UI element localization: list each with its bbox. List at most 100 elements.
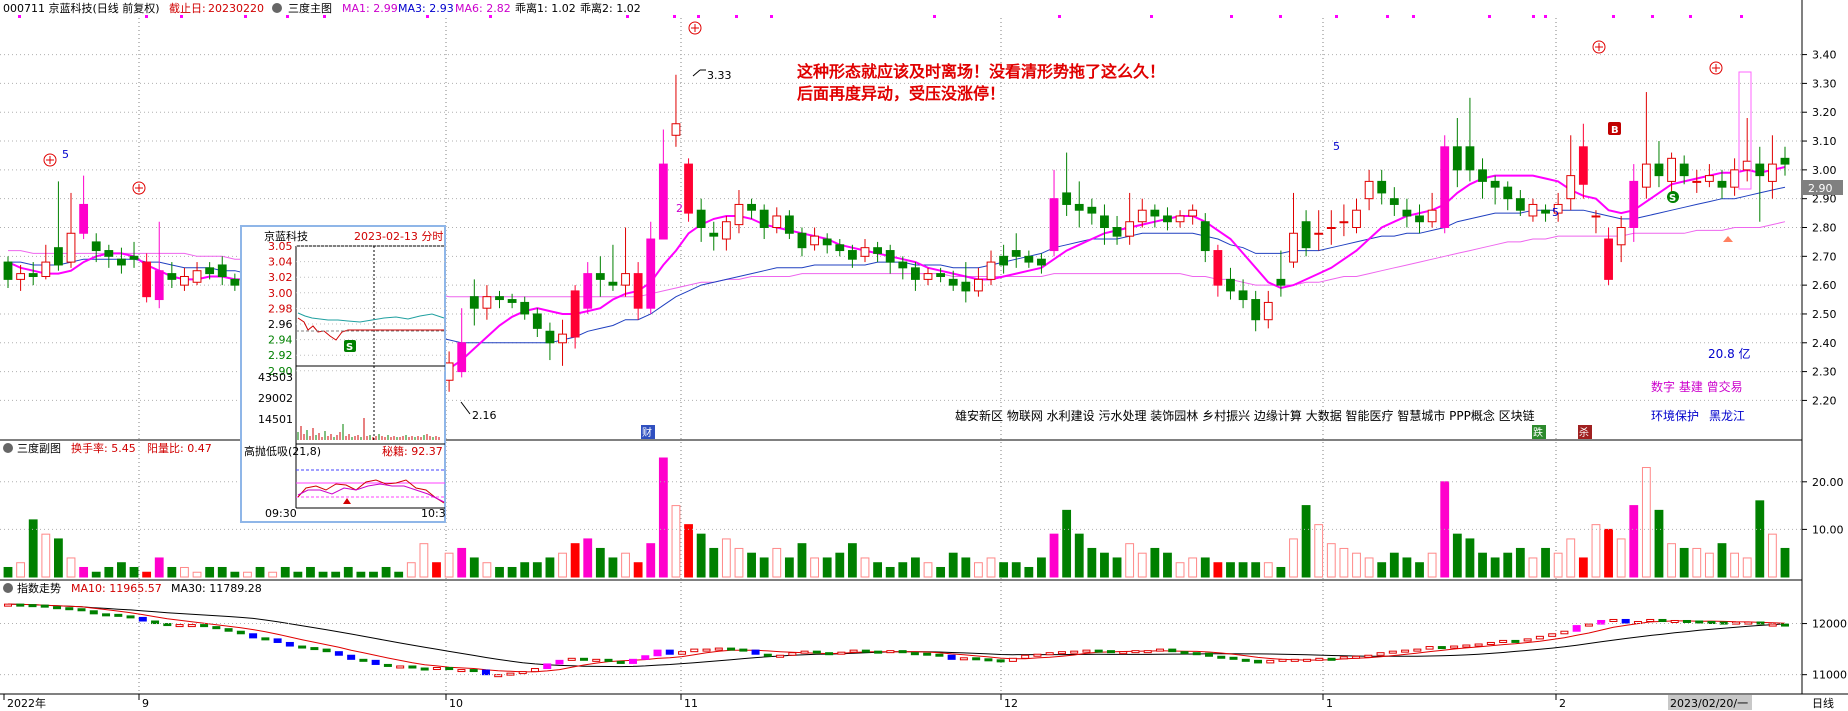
turnover-bar [1339, 547, 1349, 578]
index-candle [1021, 654, 1030, 659]
signal-dot [489, 15, 492, 18]
index-candle [1597, 619, 1606, 625]
s-signal-icon: S [344, 340, 356, 353]
turnover-bar [1049, 533, 1059, 578]
index-candle [16, 603, 25, 607]
candle [495, 290, 504, 309]
turnover-tick-label: 20.00 [1812, 476, 1844, 489]
drop-badge-text: 跌 [1533, 426, 1543, 439]
month-grid-lines [138, 18, 1557, 694]
candle [180, 267, 189, 291]
chart-menu-icon[interactable] [272, 3, 282, 13]
price-axis: 2.20 2.30 2.40 2.50 2.60 2.70 2.80 2.90 3.00 3.10… [1802, 49, 1837, 407]
candle [129, 241, 139, 268]
subchart-title[interactable]: 三度副图 [17, 441, 61, 455]
candle [1175, 210, 1185, 228]
turnover-bar [1100, 552, 1109, 578]
index-candle [1057, 651, 1066, 655]
index-candle [751, 649, 760, 655]
index-candle [1217, 655, 1226, 659]
index-candle [1070, 650, 1079, 654]
index-candle [138, 616, 147, 622]
turnover-bar [356, 571, 366, 578]
candle [734, 190, 744, 234]
index-candle [1658, 618, 1667, 623]
turnover-bar [1213, 562, 1223, 578]
drop-badge[interactable] [1532, 425, 1546, 439]
turnover-bar [1667, 543, 1676, 578]
popup-volume-label: 14501 [258, 413, 293, 426]
index-tick-label: 12000 [1812, 618, 1847, 631]
turnover-bar [520, 562, 530, 578]
candle [671, 74, 681, 147]
index-candle [224, 628, 233, 632]
period-label[interactable]: 日线 [1812, 696, 1834, 710]
candle [1163, 207, 1172, 231]
index-candle [420, 667, 429, 671]
candle [1263, 290, 1273, 329]
index-candle [714, 647, 723, 651]
index-candle [825, 652, 834, 656]
date-tick-label: 10 [449, 697, 463, 710]
turnover-bar [16, 562, 26, 578]
candle [974, 267, 983, 297]
turnover-bar [784, 557, 794, 578]
warning-badge[interactable] [1578, 425, 1592, 439]
index-candle [77, 608, 86, 612]
turnover-bar [772, 547, 782, 578]
turnover-bar [948, 552, 958, 578]
candle [772, 207, 782, 234]
turnover-bar [41, 533, 51, 578]
turnover-bar [646, 543, 656, 578]
candle [1087, 198, 1097, 225]
candle [3, 256, 13, 289]
index-candle [1290, 658, 1299, 662]
popup-volume-bars [297, 418, 440, 440]
index-candle [1462, 644, 1471, 648]
index-candle [690, 648, 699, 653]
turnover-bar [255, 566, 265, 578]
index-candle [1364, 654, 1373, 658]
candle [1704, 164, 1714, 188]
index-candle [629, 658, 638, 664]
index-candle [1437, 646, 1446, 650]
signal-dot [933, 15, 936, 18]
candle [1427, 192, 1437, 228]
signal-dot [1544, 15, 1547, 18]
turnover-bar [835, 552, 845, 578]
candle [1326, 210, 1336, 245]
candle [923, 267, 933, 286]
candle [54, 181, 63, 271]
turnover-bar [306, 566, 315, 578]
signal-dot [1488, 15, 1491, 18]
popup-volume-axis: 43503 29002 14501 [258, 371, 293, 426]
candle [1528, 198, 1538, 222]
signal-dot [426, 15, 429, 18]
signal-dot [1532, 15, 1535, 18]
subchart-menu-icon[interactable] [3, 443, 13, 453]
candle [709, 221, 719, 251]
candle [520, 296, 530, 320]
candle [117, 247, 126, 274]
popup-price-label: 2.92 [268, 349, 293, 362]
candle [1226, 267, 1235, 300]
signal-dot [1412, 15, 1415, 18]
index-title[interactable]: 指数走势 [17, 581, 61, 595]
index-candle [1168, 648, 1177, 653]
index-series [4, 603, 1789, 678]
turnover-bar [217, 566, 227, 578]
index-tick-label: 11000 [1812, 669, 1847, 682]
finance-badge[interactable] [641, 425, 655, 439]
popup-price-label: 3.02 [268, 271, 293, 284]
cutoff-date: 20230220 [208, 2, 264, 15]
index-candle [1781, 623, 1789, 627]
index-axis: 11000 12000 [0, 618, 1847, 682]
main-chart-label[interactable]: 三度主图 [288, 1, 332, 15]
candle [1780, 146, 1790, 176]
turnover-bar [457, 547, 467, 578]
turnover-bar [1301, 505, 1311, 578]
signal-dot [1651, 15, 1654, 18]
index-candle [310, 647, 319, 651]
index-candle [1315, 657, 1324, 661]
index-menu-icon[interactable] [3, 583, 13, 593]
